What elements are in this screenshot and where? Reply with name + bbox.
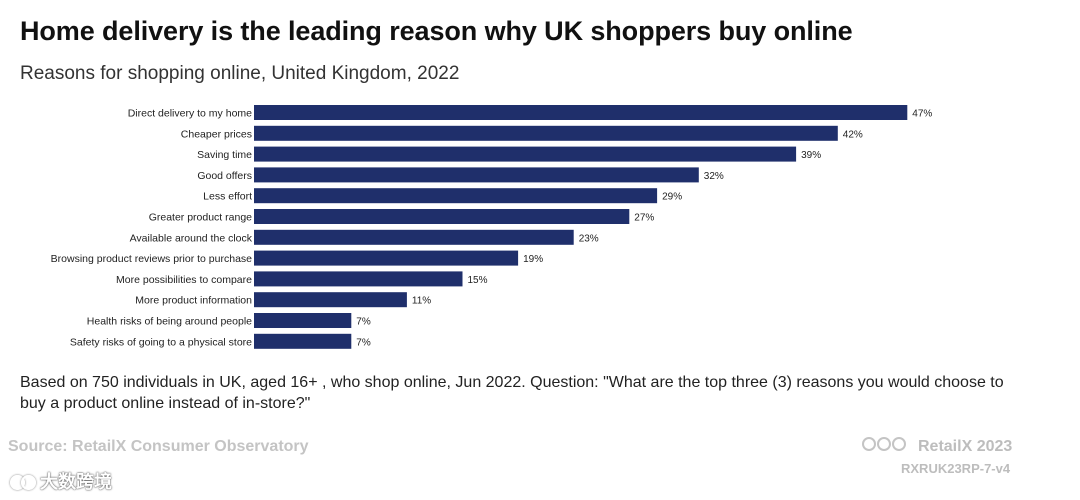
report-code: RXRUK23RP-7-v4	[901, 461, 1011, 476]
cc-icon	[862, 437, 876, 451]
nd-icon	[892, 437, 906, 451]
value-label: 11%	[412, 296, 431, 307]
chart-title: Home delivery is the leading reason why …	[20, 16, 853, 46]
value-label: 29%	[662, 192, 682, 203]
value-label: 42%	[843, 129, 863, 140]
category-label: More possibilities to compare	[116, 274, 252, 286]
bar	[254, 333, 352, 349]
bar	[254, 292, 407, 308]
bar	[254, 250, 519, 266]
watermark: 大数跨境	[10, 468, 112, 494]
bar	[254, 105, 908, 120]
value-label: 7%	[356, 317, 371, 328]
bar	[254, 167, 699, 183]
category-label: Good offers	[197, 170, 252, 182]
bar	[254, 146, 797, 162]
value-label: 32%	[704, 171, 724, 182]
category-label: Safety risks of going to a physical stor…	[70, 336, 252, 348]
bar	[254, 229, 574, 245]
bar-chart: Direct delivery to my home 47% Cheaper pri…	[51, 105, 932, 349]
source-text: Source: RetailX Consumer Observatory	[8, 438, 309, 455]
bar	[254, 313, 352, 328]
value-label: 23%	[579, 233, 599, 244]
license-icons	[862, 437, 906, 451]
chart-note: Based on 750 individuals in UK, aged 16+…	[20, 374, 1004, 412]
category-label: Less effort	[203, 191, 252, 203]
category-label: Browsing product reviews prior to purcha…	[51, 253, 253, 265]
bar	[254, 125, 838, 141]
category-label: Health risks of being around people	[87, 316, 252, 328]
category-label: Greater product range	[149, 212, 252, 224]
bar	[254, 271, 463, 287]
brand-label: RetailX 2023	[918, 438, 1013, 455]
by-icon	[877, 437, 891, 451]
value-label: 15%	[468, 275, 488, 286]
category-label: Available around the clock	[130, 232, 253, 244]
value-label: 19%	[523, 254, 543, 265]
category-label: Direct delivery to my home	[128, 108, 252, 120]
watermark-logo-icon	[10, 472, 36, 490]
chart-subtitle: Reasons for shopping online, United King…	[20, 63, 460, 84]
watermark-text: 大数跨境	[40, 472, 112, 493]
value-label: 39%	[801, 150, 821, 161]
value-label: 47%	[912, 109, 932, 120]
category-label: Cheaper prices	[181, 128, 252, 140]
value-label: 7%	[356, 337, 371, 348]
value-label: 27%	[634, 213, 654, 224]
bar	[254, 188, 658, 204]
bar	[254, 209, 630, 224]
category-label: Saving time	[197, 149, 252, 161]
category-label: More product information	[135, 295, 252, 307]
